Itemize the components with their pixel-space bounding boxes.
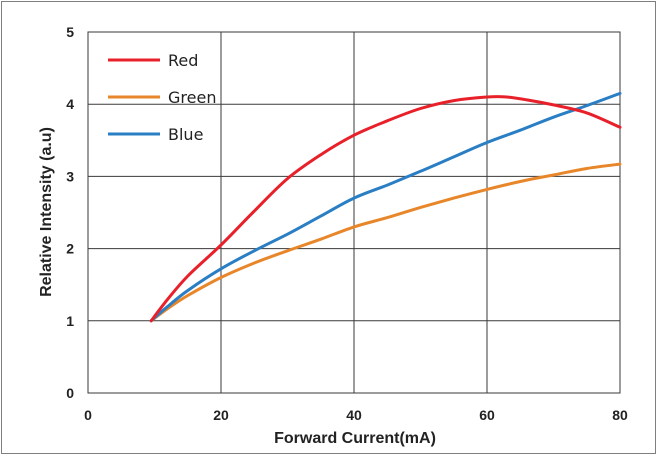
x-axis-ticks: 0 20 40 60 80 [84, 407, 628, 423]
legend-label-green: Green [168, 88, 216, 107]
y-tick-label-4: 4 [66, 96, 74, 112]
x-tick-label-20: 20 [213, 407, 229, 423]
y-tick-label-0: 0 [66, 385, 74, 401]
y-axis-title: Relative Intensity (a.u) [38, 127, 55, 297]
series-line-blue [149, 91, 622, 323]
x-tick-label-0: 0 [84, 407, 92, 423]
legend-label-red: Red [168, 51, 198, 70]
y-tick-label-2: 2 [66, 241, 74, 257]
legend-label-blue: Blue [168, 125, 203, 144]
series-line-green [149, 162, 622, 323]
plot-area [87, 31, 621, 394]
grid [87, 31, 621, 394]
x-axis-title: Forward Current(mA) [274, 430, 436, 447]
y-tick-label-3: 3 [66, 168, 74, 184]
plot-border [87, 31, 621, 394]
y-tick-label-5: 5 [66, 24, 74, 40]
y-tick-label-1: 1 [66, 313, 74, 329]
x-tick-label-40: 40 [346, 407, 362, 423]
series-lines [149, 91, 622, 323]
legend: Red Green Blue [108, 51, 216, 144]
x-tick-label-60: 60 [479, 407, 495, 423]
x-tick-label-80: 80 [612, 407, 628, 423]
series-line-red [149, 95, 622, 323]
y-axis-ticks: 0 1 2 3 4 5 [66, 24, 74, 401]
